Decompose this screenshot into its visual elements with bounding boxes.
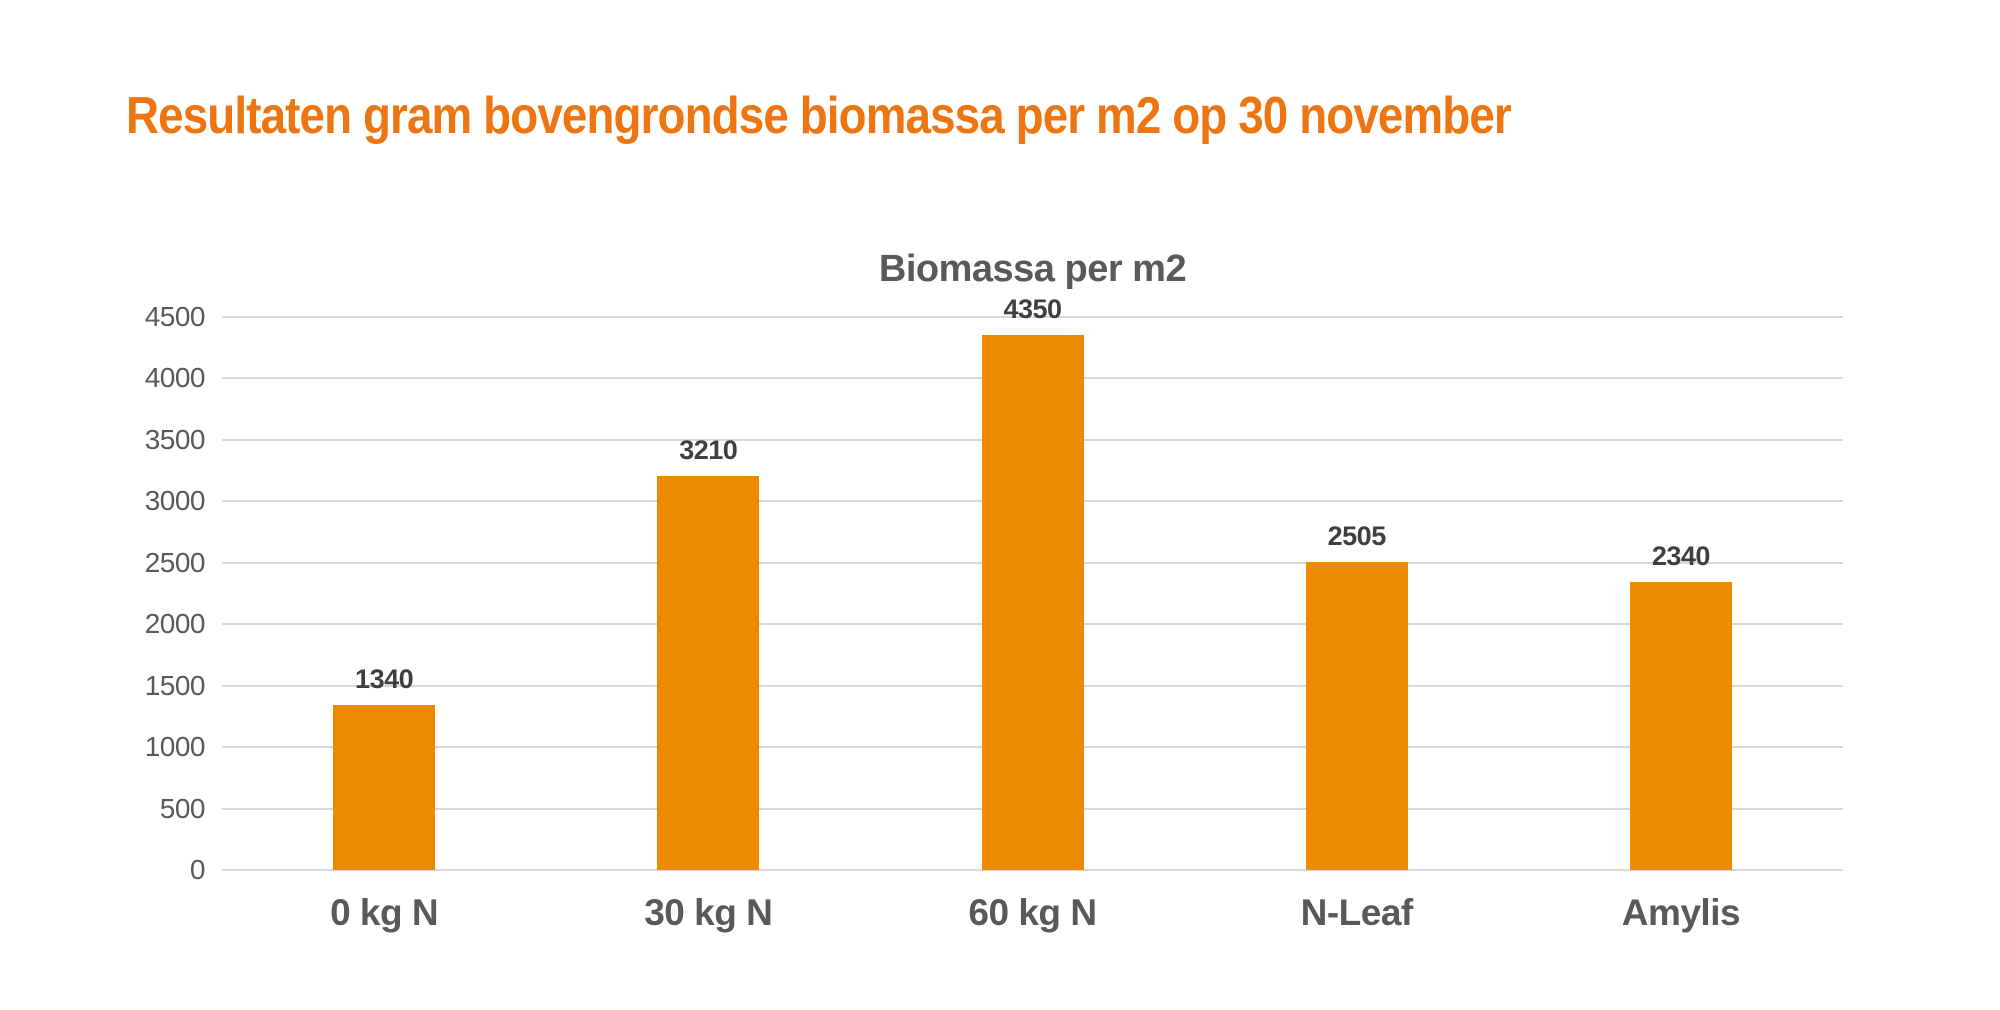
y-tick-label-500: 500 (159, 792, 206, 824)
y-tick-label-2500: 2500 (144, 546, 206, 578)
page-title: Resultaten gram bovengrondse biomassa pe… (126, 87, 1512, 145)
y-axis: 4500 4000 3500 3000 2500 2000 1500 1000 500 0 (90, 301, 206, 885)
bar-60 kg N (981, 335, 1084, 870)
x-category-label-60 kg N: 60 kg N (968, 892, 1097, 933)
x-category-label-0 kg N: 0 kg N (330, 892, 439, 933)
y-tick-label-0: 0 (189, 854, 206, 885)
y-tick-label-4000: 4000 (144, 362, 206, 394)
y-tick-label-3500: 3500 (144, 423, 206, 455)
y-tick-label-2000: 2000 (144, 608, 206, 640)
y-tick-label-3000: 3000 (144, 485, 206, 517)
gridline-0 (222, 869, 1843, 871)
bar-N-Leaf (1305, 562, 1408, 870)
y-tick-label-4500: 4500 (144, 301, 206, 332)
gridline-4500 (222, 316, 1843, 318)
x-category-label-Amylis: Amylis (1621, 892, 1741, 933)
y-tick-label-1000: 1000 (144, 731, 206, 763)
bar-30 kg N (657, 475, 760, 870)
bar-0 kg N (333, 705, 436, 870)
x-axis: 0 kg N 30 kg N 60 kg N N-Leaf Amylis (222, 892, 1843, 943)
data-label-60 kg N: 4350 (1003, 294, 1062, 325)
data-label-N-Leaf: 2505 (1327, 521, 1387, 552)
data-label-0 kg N: 1340 (355, 664, 414, 695)
data-label-30 kg N: 3210 (679, 434, 738, 465)
x-category-label-30 kg N: 30 kg N (644, 892, 773, 933)
y-tick-label-1500: 1500 (144, 669, 206, 701)
x-category-label-N-Leaf: N-Leaf (1300, 892, 1414, 933)
data-label-Amylis: 2340 (1651, 541, 1711, 572)
bar-Amylis (1629, 582, 1732, 870)
plot-area: 1340 3210 4350 2505 2340 (222, 294, 1843, 871)
chart-title: Biomassa per m2 (878, 248, 1187, 290)
